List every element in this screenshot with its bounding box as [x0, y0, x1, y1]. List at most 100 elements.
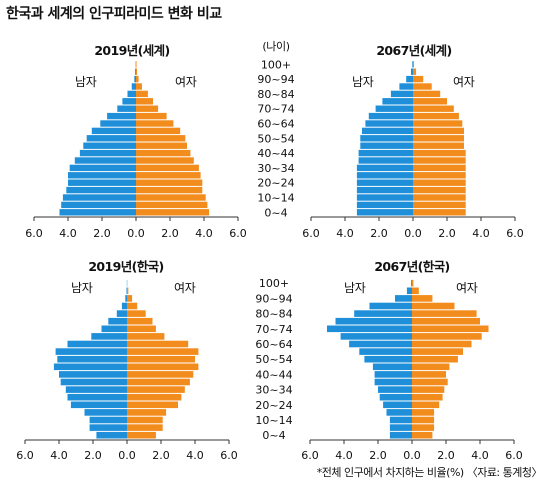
- bar-world-2019-female-3: [136, 186, 203, 194]
- bar-world-2019-male-9: [83, 142, 136, 149]
- bar-world-2067-male-10: [360, 135, 413, 142]
- bar-world-2019-female-18: [136, 75, 139, 83]
- x-tick-label-korea-2067-3: 0.0: [403, 449, 421, 462]
- bar-world-2067-male-0: [356, 209, 413, 216]
- bar-korea-2019-male-18: [125, 295, 127, 302]
- age-label-top-6: 30~34: [257, 162, 294, 175]
- bar-korea-2019-female-18: [127, 295, 133, 302]
- bar-korea-2067-male-6: [378, 386, 412, 393]
- bar-korea-2019-female-7: [127, 378, 190, 386]
- bar-korea-2019-female-12: [127, 340, 189, 348]
- bar-korea-2019-male-13: [91, 333, 127, 340]
- bar-korea-2019-female-8: [127, 371, 194, 378]
- chart-title-2019-world: 2019년(세계): [94, 43, 170, 58]
- bar-korea-2019-female-5: [127, 393, 182, 401]
- bar-world-2019-male-13: [107, 112, 136, 120]
- bar-korea-2067-female-3: [412, 409, 435, 416]
- chart-title-2067-world: 2067년(세계): [376, 43, 452, 58]
- bar-world-2067-female-19: [413, 68, 417, 75]
- bar-world-2067-male-3: [356, 186, 413, 194]
- x-tick-label-world-2067-3: 0.0: [404, 227, 422, 240]
- bar-korea-2019-female-9: [127, 363, 199, 371]
- bar-world-2019-male-3: [66, 186, 136, 194]
- x-tick-label-world-2019-0: 6.0: [25, 227, 43, 240]
- bar-world-2019-female-1: [136, 201, 208, 209]
- bar-world-2019-female-2: [136, 194, 206, 201]
- x-tick-label-world-2067-2: 2.0: [370, 227, 388, 240]
- bar-korea-2067-male-7: [374, 378, 412, 386]
- x-tick-label-world-2019-4: 2.0: [161, 227, 179, 240]
- x-tick-label-korea-2019-2: 2.0: [84, 449, 102, 462]
- bar-world-2019-male-10: [86, 135, 136, 142]
- bar-korea-2067-female-7: [412, 378, 448, 386]
- bar-world-2019-male-11: [91, 127, 136, 135]
- bar-korea-2019-female-14: [127, 325, 156, 333]
- bar-world-2019-male-16: [127, 90, 136, 98]
- x-tick-label-world-2067-1: 4.0: [336, 227, 354, 240]
- x-tick-label-korea-2067-4: 2.0: [437, 449, 455, 462]
- bar-world-2019-female-14: [136, 105, 159, 112]
- bar-world-2067-male-1: [356, 201, 413, 209]
- bar-korea-2067-male-10: [364, 355, 412, 363]
- bar-korea-2067-male-0: [389, 431, 412, 439]
- bar-world-2067-female-8: [413, 149, 466, 157]
- bar-korea-2067-female-19: [412, 287, 419, 295]
- bar-world-2067-female-11: [413, 127, 464, 135]
- age-label-top-14: 70~74: [257, 103, 294, 116]
- bar-world-2019-female-17: [136, 83, 142, 90]
- bar-world-2019-female-19: [136, 68, 138, 75]
- x-tick-label-korea-2067-0: 6.0: [301, 449, 319, 462]
- bar-world-2019-male-19: [135, 68, 136, 75]
- bar-world-2067-female-2: [413, 194, 466, 201]
- bar-world-2067-female-17: [413, 83, 432, 90]
- bar-world-2067-male-12: [365, 120, 413, 127]
- x-tick-label-world-2067-6: 6.0: [506, 227, 524, 240]
- bar-korea-2019-female-2: [127, 416, 163, 424]
- bar-korea-2019-male-0: [96, 431, 127, 439]
- bar-world-2067-male-14: [375, 105, 413, 112]
- age-label-top-12: 60~64: [257, 118, 294, 131]
- x-tick-label-korea-2067-2: 2.0: [369, 449, 387, 462]
- bar-world-2019-male-14: [117, 105, 136, 112]
- female-label-2019-korea: 여자: [174, 281, 196, 295]
- bar-korea-2067-female-20: [412, 279, 414, 287]
- bar-korea-2067-female-15: [412, 317, 480, 325]
- bar-world-2019-male-5: [68, 172, 136, 179]
- bar-world-2067-male-7: [358, 157, 413, 164]
- bar-world-2019-female-0: [136, 209, 210, 216]
- age-label-top-2: 10~14: [257, 192, 294, 205]
- bar-world-2067-female-3: [413, 186, 466, 194]
- bar-world-2067-female-16: [413, 90, 441, 98]
- age-axis-header: (나이): [262, 40, 290, 53]
- bar-korea-2019-female-19: [127, 287, 129, 295]
- bar-world-2019-male-1: [61, 201, 137, 209]
- age-label-bottom-10: 50~54: [255, 353, 292, 366]
- bar-world-2067-male-18: [406, 75, 413, 83]
- female-label-2019-world: 여자: [175, 75, 197, 89]
- age-label-bottom-8: 40~44: [255, 368, 292, 381]
- x-tick-label-world-2019-3: 0.0: [127, 227, 145, 240]
- age-label-top-10: 50~54: [257, 132, 294, 145]
- bar-world-2019-female-7: [136, 157, 194, 164]
- bar-world-2067-female-5: [413, 172, 466, 179]
- chart-title-2067-korea: 2067년(한국): [374, 259, 450, 274]
- bar-world-2019-female-11: [136, 127, 181, 135]
- bar-korea-2019-male-12: [67, 340, 127, 348]
- female-label-2067-world: 여자: [453, 75, 475, 89]
- bar-world-2019-male-8: [79, 149, 136, 157]
- bar-korea-2019-female-10: [127, 355, 195, 363]
- bar-world-2067-male-20: [412, 61, 413, 68]
- bar-korea-2067-female-9: [412, 363, 450, 371]
- bar-world-2067-male-11: [362, 127, 413, 135]
- male-label-2067-world: 남자: [352, 75, 374, 89]
- bar-korea-2019-male-10: [57, 355, 127, 363]
- bar-world-2067-female-7: [413, 157, 466, 164]
- bar-world-2067-female-0: [413, 209, 466, 216]
- bar-korea-2019-male-7: [60, 378, 128, 386]
- bar-korea-2067-male-20: [411, 279, 412, 287]
- bar-korea-2019-male-2: [89, 416, 127, 424]
- bar-korea-2067-female-0: [412, 431, 433, 439]
- bar-world-2019-female-20: [136, 61, 137, 68]
- bar-korea-2019-male-17: [121, 302, 127, 310]
- bar-world-2067-male-13: [368, 112, 413, 120]
